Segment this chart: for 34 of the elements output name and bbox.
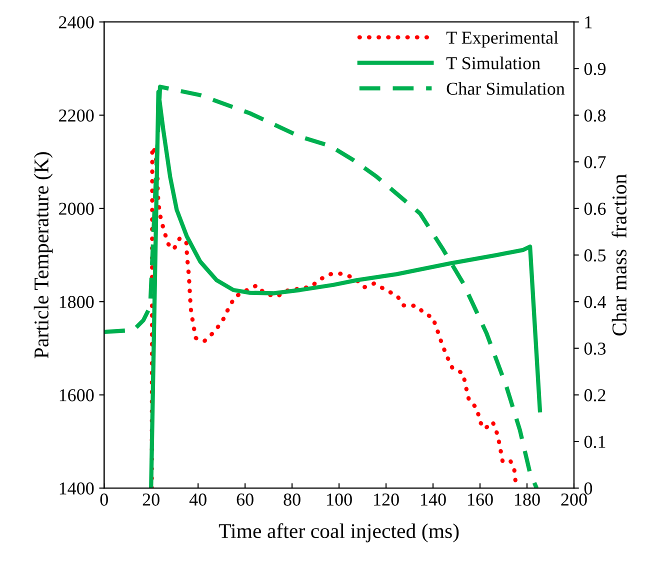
y2-tick-label: 0.9 [584,62,606,76]
y2-tick-label: 0.6 [584,202,606,215]
y-tick-label: 2200 [59,109,94,122]
y2-tick-label: 0.7 [584,156,606,168]
y-axis-title: Particle Temperature (K) [34,152,53,358]
x-tick-label: 160 [468,494,493,506]
x-tick-label: 20 [142,494,160,506]
legend-label: T Experimental [446,31,558,48]
x-axis-title: Time after coal injected (ms) [218,523,459,542]
y2-axis-title: Char mass fraction [612,174,626,336]
y2-tick-label: 0.8 [584,109,606,122]
y2-tick-label: 0.1 [584,436,606,448]
x-tick-label: 80 [284,494,300,506]
y-tick-label: 1400 [60,482,94,495]
x-tick-label: 140 [421,494,446,506]
y2-tick-label: 0.5 [584,249,606,262]
y2-tick-label: 0.2 [584,389,606,402]
legend-label: Char Simulation [446,82,565,95]
x-tick-label: 0 [100,494,108,506]
x-tick-label: 200 [561,494,587,506]
x-tick-label: 40 [189,494,206,506]
y-tick-label: 2000 [59,202,94,215]
y2-tick-label: 0.4 [584,296,606,308]
x-tick-label: 180 [515,494,540,506]
y-tick-label: 1600 [60,389,94,402]
y2-tick-label: 0 [584,482,592,495]
y2-tick-label: 0.3 [584,342,606,355]
x-tick-label: 60 [236,494,254,506]
legend-label: T Simulation [446,56,540,70]
y-tick-label: 1800 [60,296,94,308]
y2-tick-label: 1 [585,16,592,28]
x-tick-label: 120 [374,494,399,506]
y-tick-label: 2400 [59,16,94,28]
x-tick-label: 100 [327,494,352,506]
